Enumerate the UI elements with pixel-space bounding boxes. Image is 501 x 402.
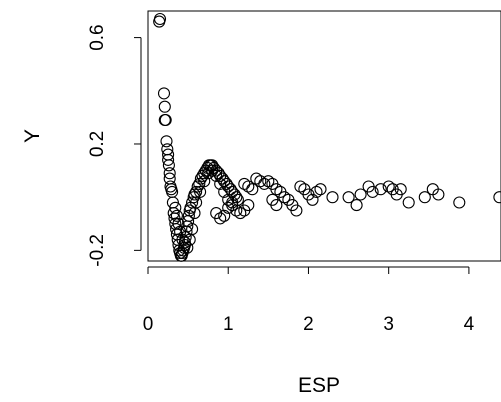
data-point — [432, 188, 445, 201]
data-point — [162, 153, 175, 166]
x-tick-label: 4 — [464, 314, 475, 335]
x-axis-title: ESP — [298, 374, 340, 397]
data-point — [382, 180, 395, 193]
data-point — [234, 207, 247, 220]
data-point — [170, 209, 183, 222]
x-tick-label: 1 — [223, 314, 234, 335]
data-point — [246, 183, 259, 196]
data-point — [453, 196, 466, 209]
x-tick-label: 2 — [303, 314, 314, 335]
data-point — [230, 204, 243, 217]
data-point — [270, 199, 283, 212]
data-point — [314, 183, 327, 196]
data-point — [310, 185, 323, 198]
data-point — [169, 201, 182, 214]
data-points — [153, 12, 501, 262]
data-point — [202, 167, 215, 180]
data-point — [153, 12, 167, 26]
data-point — [218, 209, 231, 222]
data-point — [418, 191, 431, 204]
data-point — [188, 188, 201, 201]
data-point — [214, 212, 227, 225]
y-tick-label: -0.2 — [87, 234, 108, 267]
data-point — [374, 183, 387, 196]
data-point — [290, 204, 303, 217]
data-point — [160, 135, 173, 148]
data-point — [194, 185, 207, 198]
data-point — [172, 217, 185, 230]
x-tick-label: 0 — [143, 314, 154, 335]
data-point — [350, 199, 363, 212]
data-point — [158, 100, 171, 113]
data-point — [394, 183, 407, 196]
data-point — [242, 180, 255, 193]
data-point — [198, 175, 211, 188]
data-point — [294, 180, 307, 193]
x-axis: 0 1 2 3 4 — [143, 266, 475, 335]
y-tick-label: 0.2 — [87, 131, 108, 157]
data-point — [342, 191, 355, 204]
data-point — [493, 191, 501, 204]
data-point — [258, 177, 271, 190]
data-point — [366, 185, 379, 198]
data-point — [218, 185, 231, 198]
y-axis-title: Y — [21, 129, 44, 143]
data-point — [306, 193, 319, 206]
data-point — [157, 87, 171, 100]
data-point — [181, 241, 194, 254]
plot-box — [147, 10, 501, 262]
x-tick-label: 3 — [383, 314, 394, 335]
data-point — [174, 225, 187, 238]
data-point — [242, 199, 255, 212]
data-point — [214, 177, 227, 190]
y-tick-label: 0.6 — [87, 24, 108, 50]
data-point — [270, 183, 283, 196]
data-point — [210, 169, 223, 182]
y-axis: -0.2 0.2 0.6 — [87, 24, 142, 267]
data-point — [402, 196, 415, 209]
data-point — [226, 196, 239, 209]
data-point — [278, 191, 291, 204]
data-point — [159, 113, 172, 127]
data-point — [190, 196, 203, 209]
data-point — [354, 188, 367, 201]
data-point — [163, 167, 176, 180]
data-point — [186, 223, 199, 236]
data-point — [182, 209, 195, 222]
data-point — [326, 191, 339, 204]
data-point — [162, 159, 175, 172]
data-point — [254, 175, 267, 188]
